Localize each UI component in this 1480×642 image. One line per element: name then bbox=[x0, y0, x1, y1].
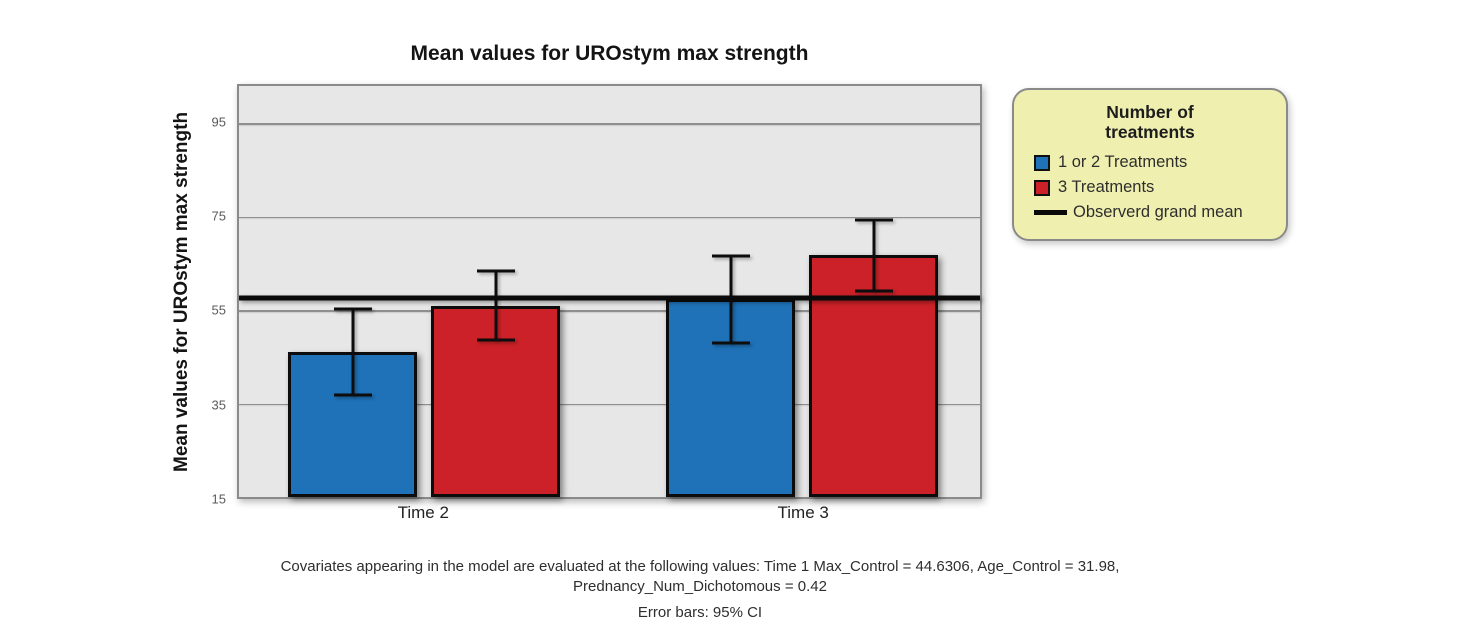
legend-title: Number of treatments bbox=[1105, 102, 1195, 142]
gridline bbox=[239, 123, 980, 125]
chart-title: Mean values for UROstym max strength bbox=[410, 42, 809, 65]
grand-mean-line bbox=[239, 295, 980, 301]
legend: Number of treatments 1 or 2 Treatments 3… bbox=[1012, 88, 1288, 242]
legend-item-label: Observerd grand mean bbox=[1073, 203, 1243, 222]
y-tick-label: 35 bbox=[211, 397, 226, 413]
legend-item-label: 1 or 2 Treatments bbox=[1058, 153, 1188, 172]
error-bar-upper-cap bbox=[333, 307, 372, 311]
error-bar-upper-cap bbox=[711, 254, 750, 258]
blue-square-swatch-icon bbox=[1034, 154, 1050, 171]
covariates-footnote-line-2: Prednancy_Num_Dichotomous = 0.42 bbox=[573, 578, 827, 595]
error-bar-lower-cap bbox=[854, 289, 893, 293]
error-bar-lower-cap bbox=[711, 341, 750, 345]
x-axis-labels: Time 2 Time 3 bbox=[237, 503, 982, 527]
covariates-footnote-line-1: Covariates appearing in the model are ev… bbox=[280, 558, 1120, 575]
y-tick-label: 95 bbox=[211, 114, 226, 130]
error-bar bbox=[872, 219, 876, 291]
x-tick-label: Time 2 bbox=[397, 503, 449, 522]
legend-item-label: 3 Treatments bbox=[1058, 178, 1155, 197]
legend-item-grand-mean: Observerd grand mean bbox=[1034, 200, 1276, 225]
error-bar-lower-cap bbox=[476, 338, 515, 342]
y-tick-label: 75 bbox=[211, 208, 226, 224]
error-bars-note: Error bars: 95% CI bbox=[637, 604, 763, 621]
error-bar-lower-cap bbox=[333, 393, 372, 397]
x-tick-label: Time 3 bbox=[777, 503, 829, 522]
gridline bbox=[239, 403, 980, 406]
y-axis-ticks: 15 35 55 75 95 bbox=[188, 84, 228, 506]
error-bar-upper-cap bbox=[476, 269, 515, 273]
legend-item-series-1: 1 or 2 Treatments bbox=[1034, 150, 1276, 175]
error-bar bbox=[494, 271, 498, 340]
red-square-swatch-icon bbox=[1034, 179, 1050, 196]
y-tick-label: 15 bbox=[211, 491, 226, 507]
covariates-footnote: Covariates appearing in the model are ev… bbox=[190, 557, 1210, 597]
error-bar bbox=[351, 309, 355, 396]
gridline bbox=[239, 310, 980, 312]
legend-item-series-2: 3 Treatments bbox=[1034, 175, 1276, 200]
bar-time3-series1 bbox=[666, 299, 796, 497]
black-line-swatch-icon bbox=[1034, 210, 1067, 215]
plot-area bbox=[237, 84, 982, 499]
gridline bbox=[239, 216, 980, 219]
y-tick-label: 55 bbox=[211, 302, 226, 318]
error-bar-upper-cap bbox=[854, 218, 893, 222]
